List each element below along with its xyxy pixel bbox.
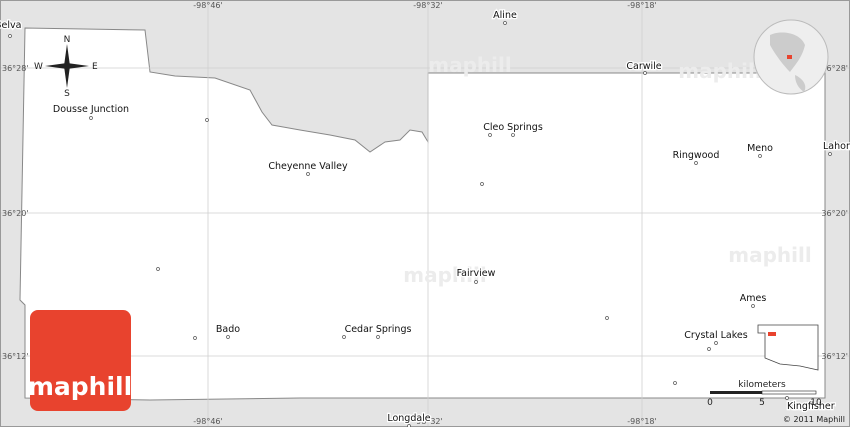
latitude-label: 36°28': [821, 64, 848, 73]
place-dot: [785, 396, 789, 400]
place-dot: [751, 304, 755, 308]
locality-dot: [707, 347, 711, 351]
latitude-label: 36°20': [2, 209, 29, 218]
longitude-label: -98°18': [627, 1, 656, 10]
place-dot: [306, 172, 310, 176]
place-label: Cedar Springs: [345, 324, 412, 335]
longitude-label: -98°46': [193, 1, 222, 10]
scale-bar: kilometers 0 5 10: [707, 380, 822, 408]
place-dot: [828, 152, 832, 156]
latitude-label: 36°12': [2, 352, 29, 361]
locality-dot: [205, 118, 209, 122]
place-label: Crystal Lakes: [684, 330, 747, 341]
locality-dot: [342, 335, 346, 339]
compass-s: S: [64, 89, 70, 99]
place-dot: [8, 34, 12, 38]
place-dot: [714, 341, 718, 345]
place-label: Lahoma: [823, 141, 850, 152]
copyright: © 2011 Maphill: [783, 415, 845, 424]
place-label: Longdale: [387, 413, 430, 424]
watermark: maphill: [678, 59, 761, 83]
compass-n: N: [64, 35, 71, 45]
place-label: Dousse Junction: [53, 104, 129, 115]
scale-tick: 0: [707, 398, 713, 408]
locality-dot: [605, 316, 609, 320]
locality-dot: [488, 133, 492, 137]
place-label: Ames: [740, 293, 767, 304]
place-label: Ringwood: [673, 150, 720, 161]
scale-unit: kilometers: [738, 380, 786, 390]
watermarks: maphill maphill maphill maphill: [403, 53, 811, 287]
place-dot: [643, 71, 647, 75]
place-labels: Belva Aline Carwile Dousse Junction Cleo Spr…: [0, 9, 850, 428]
place-label: Carwile: [626, 61, 661, 72]
locality-dot: [193, 336, 197, 340]
county-area: [19, 27, 826, 401]
longitude-label: -98°32': [413, 417, 442, 426]
place-label: Aline: [493, 10, 517, 21]
compass: N S E W: [34, 35, 98, 99]
place-label: Kingfisher: [787, 401, 835, 412]
place-dot: [376, 335, 380, 339]
place-dot: [89, 116, 93, 120]
watermark: maphill: [728, 243, 811, 267]
place-dot: [503, 21, 507, 25]
state-inset: [757, 324, 819, 371]
place-label: Cheyenne Valley: [268, 161, 348, 172]
longitude-label: -98°32': [413, 1, 442, 10]
watermark: maphill: [428, 53, 511, 77]
locality-dot: [156, 267, 160, 271]
longitude-label: -98°18': [627, 417, 656, 426]
scale-tick: 5: [759, 398, 765, 408]
place-label: Fairview: [457, 268, 496, 279]
place-label: Belva: [0, 20, 21, 31]
globe: [753, 19, 829, 95]
place-label: Bado: [216, 324, 240, 335]
latitude-label: 36°28': [2, 64, 29, 73]
place-label: Meno: [747, 143, 773, 154]
latitude-label: 36°12': [821, 352, 848, 361]
compass-e: E: [92, 62, 98, 72]
watermark: maphill: [403, 263, 486, 287]
place-dot: [694, 161, 698, 165]
scale-tick: 10: [810, 398, 822, 408]
logo: maphill: [28, 310, 132, 411]
place-dot: [226, 335, 230, 339]
locality-dot: [673, 381, 677, 385]
longitude-label: -98°46': [193, 417, 222, 426]
place-dot: [511, 133, 515, 137]
place-label: Cleo Springs: [483, 122, 543, 133]
place-dot: [758, 154, 762, 158]
compass-w: W: [34, 62, 43, 72]
latitude-label: 36°20': [821, 209, 848, 218]
place-dot: [474, 280, 478, 284]
locality-dot: [480, 182, 484, 186]
logo-text: maphill: [28, 372, 132, 401]
